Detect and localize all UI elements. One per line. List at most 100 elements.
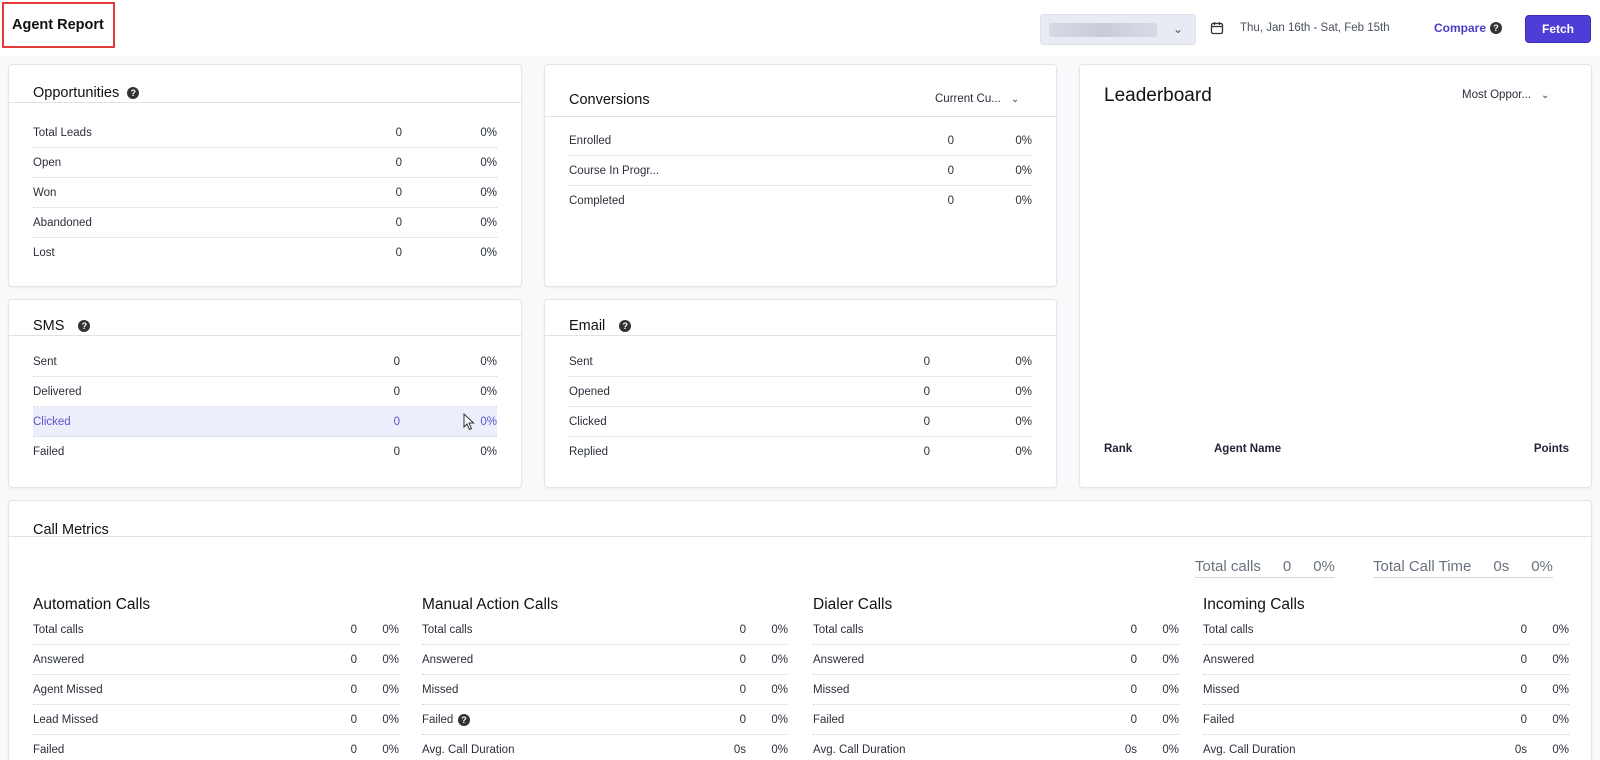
metric-row[interactable]: Lead Missed 0 0% [33,705,399,735]
metric-row[interactable]: Lost 0 0% [33,238,497,268]
metric-row[interactable]: Enrolled 0 0% [569,126,1032,156]
metric-value: 0 [1520,654,1527,666]
metric-row[interactable]: Sent 0 0% [569,347,1032,377]
metric-row[interactable]: Total calls 0 0% [813,615,1179,645]
metric-label: Total Leads [33,127,92,139]
metric-value: 0 [350,714,357,726]
metric-row[interactable]: Failed 0 0% [813,705,1179,735]
metric-percent: 0% [480,187,497,199]
metric-value: 0 [393,416,400,428]
call-section-rows: Total calls 0 0% Answered 0 0% Missed 0 0% Failed… [1203,615,1569,760]
metric-label: Failed [1203,714,1235,726]
metric-percent: 0% [1015,195,1032,207]
metric-row[interactable]: Missed 0 0% [813,675,1179,705]
metric-row[interactable]: Completed 0 0% [569,186,1032,216]
metric-row[interactable]: Avg. Call Duration 0s 0% [1203,735,1569,760]
email-card: Email ? Sent 0 0% Opened 0 0% Clicked 0 0% Replie… [544,299,1057,488]
metric-value: 0 [393,446,400,458]
metric-value: 0 [1130,684,1137,696]
metric-row[interactable]: Avg. Call Duration 0s 0% [813,735,1179,760]
metric-value: 0 [395,247,402,259]
call-section-rows: Total calls 0 0% Answered 0 0% Missed 0 0% Failed… [813,615,1179,760]
metric-row[interactable]: Missed 0 0% [422,675,788,705]
help-icon[interactable]: ? [127,87,140,99]
call-metrics-card: Call Metrics Total calls 0 0% Total Call… [8,500,1592,760]
metric-row[interactable]: Failed 0 0% [33,437,497,467]
metric-row[interactable]: Open 0 0% [33,148,497,178]
metric-value: 0 [395,157,402,169]
metric-row[interactable]: Abandoned 0 0% [33,208,497,238]
metric-row[interactable]: Total calls 0 0% [422,615,788,645]
metric-percent: 0% [1552,684,1569,696]
metric-row[interactable]: Failed? 0 0% [422,705,788,735]
chevron-down-icon: ⌄ [1172,22,1183,36]
metric-label: Total calls [1203,624,1254,636]
leaderboard-dropdown[interactable]: Most Oppor... ⌄ [1462,89,1549,101]
calendar-icon[interactable] [1210,21,1224,35]
metric-row[interactable]: Sent 0 0% [33,347,497,377]
mouse-cursor-icon [463,413,475,431]
compare-link[interactable]: Compare ? [1434,21,1503,35]
metric-label: Failed [422,714,454,726]
metric-row[interactable]: Delivered 0 0% [33,377,497,407]
metric-row[interactable]: Opened 0 0% [569,377,1032,407]
conversions-dropdown[interactable]: Current Cu... ⌄ [935,93,1019,105]
metric-row[interactable]: Answered 0 0% [1203,645,1569,675]
metric-percent: 0% [1015,416,1032,428]
column-points[interactable]: Points [1533,443,1569,455]
metric-row[interactable]: Answered 0 0% [33,645,399,675]
metric-label: Failed [33,744,65,756]
metric-row[interactable]: Replied 0 0% [569,437,1032,467]
metric-value: 0 [1520,684,1527,696]
metric-value: 0 [739,654,746,666]
metric-value: 0s [1124,744,1137,756]
metric-percent: 0% [480,157,497,169]
metric-value: 0 [393,386,400,398]
metric-percent: 0% [1552,624,1569,636]
metric-row[interactable]: Answered 0 0% [422,645,788,675]
metric-row[interactable]: Missed 0 0% [1203,675,1569,705]
metric-label: Missed [813,684,850,696]
metric-value: 0 [923,446,930,458]
metric-percent: 0% [771,654,788,666]
metric-row[interactable]: Won 0 0% [33,178,497,208]
date-range[interactable]: Thu, Jan 16th - Sat, Feb 15th [1240,22,1390,34]
opportunities-title: Opportunities ? [33,85,140,101]
card-divider [9,102,521,103]
metric-value: 0 [1130,624,1137,636]
metric-row[interactable]: Course In Progr... 0 0% [569,156,1032,186]
metric-row[interactable]: Clicked 0 0% [33,407,497,437]
metric-value: 0 [1130,714,1137,726]
metric-percent: 0% [1162,684,1179,696]
metric-label: Total calls [33,624,84,636]
metric-label: Enrolled [569,135,612,147]
metric-row[interactable]: Total calls 0 0% [33,615,399,645]
call-metrics-title: Call Metrics [33,522,109,538]
metric-percent: 0% [1552,744,1569,756]
column-rank[interactable]: Rank [1104,443,1133,455]
metric-row[interactable]: Failed 0 0% [1203,705,1569,735]
metric-row[interactable]: Agent Missed 0 0% [33,675,399,705]
account-select[interactable]: ⌄ [1040,14,1196,45]
metric-label: Clicked [33,416,71,428]
metric-row[interactable]: Clicked 0 0% [569,407,1032,437]
fetch-button[interactable]: Fetch [1525,15,1591,43]
metric-percent: 0% [382,744,399,756]
help-icon[interactable]: ? [78,320,91,332]
metric-label: Agent Missed [33,684,103,696]
metric-row[interactable]: Avg. Call Duration 0s 0% [422,735,788,760]
chevron-down-icon: ⌄ [1010,93,1020,105]
column-agent-name[interactable]: Agent Name [1214,443,1282,455]
metric-percent: 0% [1162,744,1179,756]
metric-row[interactable]: Answered 0 0% [813,645,1179,675]
metric-value: 0 [923,356,930,368]
metric-row[interactable]: Failed 0 0% [33,735,399,760]
metric-row[interactable]: Total Leads 0 0% [33,118,497,148]
metric-percent: 0% [1162,654,1179,666]
email-title: Email ? [569,318,632,334]
metric-value: 0 [739,624,746,636]
metric-label: Missed [1203,684,1240,696]
help-icon[interactable]: ? [619,320,632,332]
help-icon[interactable]: ? [458,714,470,726]
metric-row[interactable]: Total calls 0 0% [1203,615,1569,645]
